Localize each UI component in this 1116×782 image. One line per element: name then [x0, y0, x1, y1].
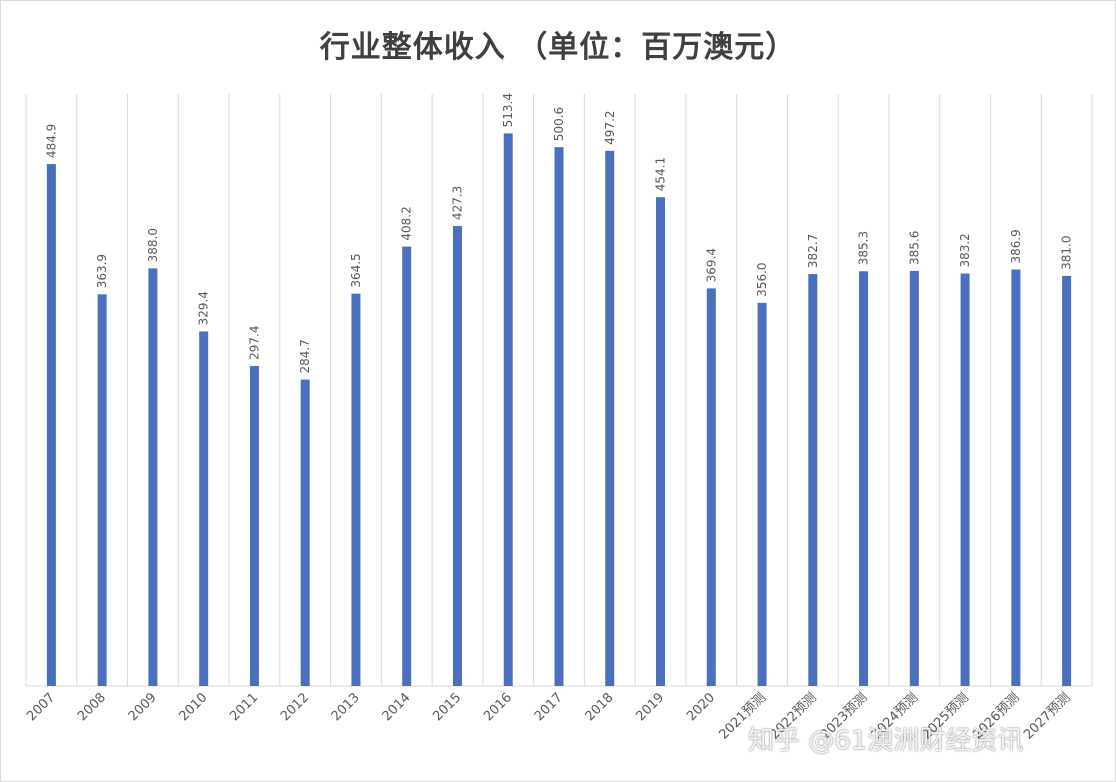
data-label: 454.1 — [654, 157, 668, 191]
bar — [706, 288, 716, 686]
data-label: 329.4 — [197, 291, 211, 325]
bar — [1062, 275, 1072, 686]
x-tick-label: 2014 — [380, 690, 414, 724]
x-tick-label: 2017 — [532, 690, 566, 724]
data-label: 484.9 — [44, 124, 58, 158]
bar — [554, 147, 564, 686]
bar — [402, 246, 412, 686]
bar — [503, 133, 513, 687]
bar — [909, 270, 919, 686]
data-label: 497.2 — [603, 110, 617, 144]
data-label: 513.4 — [501, 93, 515, 127]
x-tick-label: 2013 — [329, 690, 363, 724]
bar — [300, 379, 310, 686]
bar — [351, 293, 361, 686]
data-label: 386.9 — [1009, 229, 1023, 263]
bar — [605, 150, 615, 686]
bar — [757, 302, 767, 686]
data-label: 369.4 — [704, 248, 718, 282]
x-tick-label: 2020 — [684, 690, 718, 724]
data-label: 385.3 — [857, 231, 871, 265]
data-label: 385.6 — [907, 231, 921, 265]
x-tick-label: 2016 — [481, 690, 515, 724]
x-tick-label: 2011 — [227, 690, 261, 724]
x-tick-label: 2007 — [24, 690, 58, 724]
x-tick-label: 2010 — [176, 690, 210, 724]
x-tick-label: 2019 — [633, 690, 667, 724]
data-label: 388.0 — [146, 228, 160, 262]
chart-title: 行业整体收入 （单位：百万澳元） — [319, 30, 797, 65]
data-label: 364.5 — [349, 253, 363, 287]
data-label: 381.0 — [1060, 236, 1074, 270]
x-tick-label: 2008 — [75, 690, 109, 724]
data-label: 284.7 — [298, 339, 312, 373]
data-label: 383.2 — [958, 233, 972, 267]
bar — [249, 365, 259, 686]
data-label: 408.2 — [400, 206, 414, 240]
x-tick-label: 2012 — [278, 690, 312, 724]
data-label: 427.3 — [450, 186, 464, 220]
bar — [452, 226, 462, 686]
bar — [960, 273, 970, 686]
x-tick-label: 2015 — [430, 690, 464, 724]
bar — [859, 271, 869, 686]
bar — [46, 164, 56, 686]
x-tick-label: 2009 — [126, 690, 160, 724]
bar — [808, 274, 818, 686]
data-label: 356.0 — [755, 262, 769, 296]
bar — [1011, 269, 1021, 686]
data-label: 363.9 — [95, 254, 109, 288]
data-label: 382.7 — [806, 234, 820, 268]
bar — [148, 268, 158, 686]
bar — [199, 331, 209, 686]
x-tick-label: 2018 — [583, 690, 617, 724]
watermark: 知乎 @61澳洲财经资讯 — [748, 726, 1024, 756]
data-label: 297.4 — [247, 326, 261, 360]
data-label: 500.6 — [552, 107, 566, 141]
bar — [97, 294, 107, 686]
bar — [656, 197, 666, 686]
x-tick-label: 2027预测 — [1021, 690, 1073, 742]
